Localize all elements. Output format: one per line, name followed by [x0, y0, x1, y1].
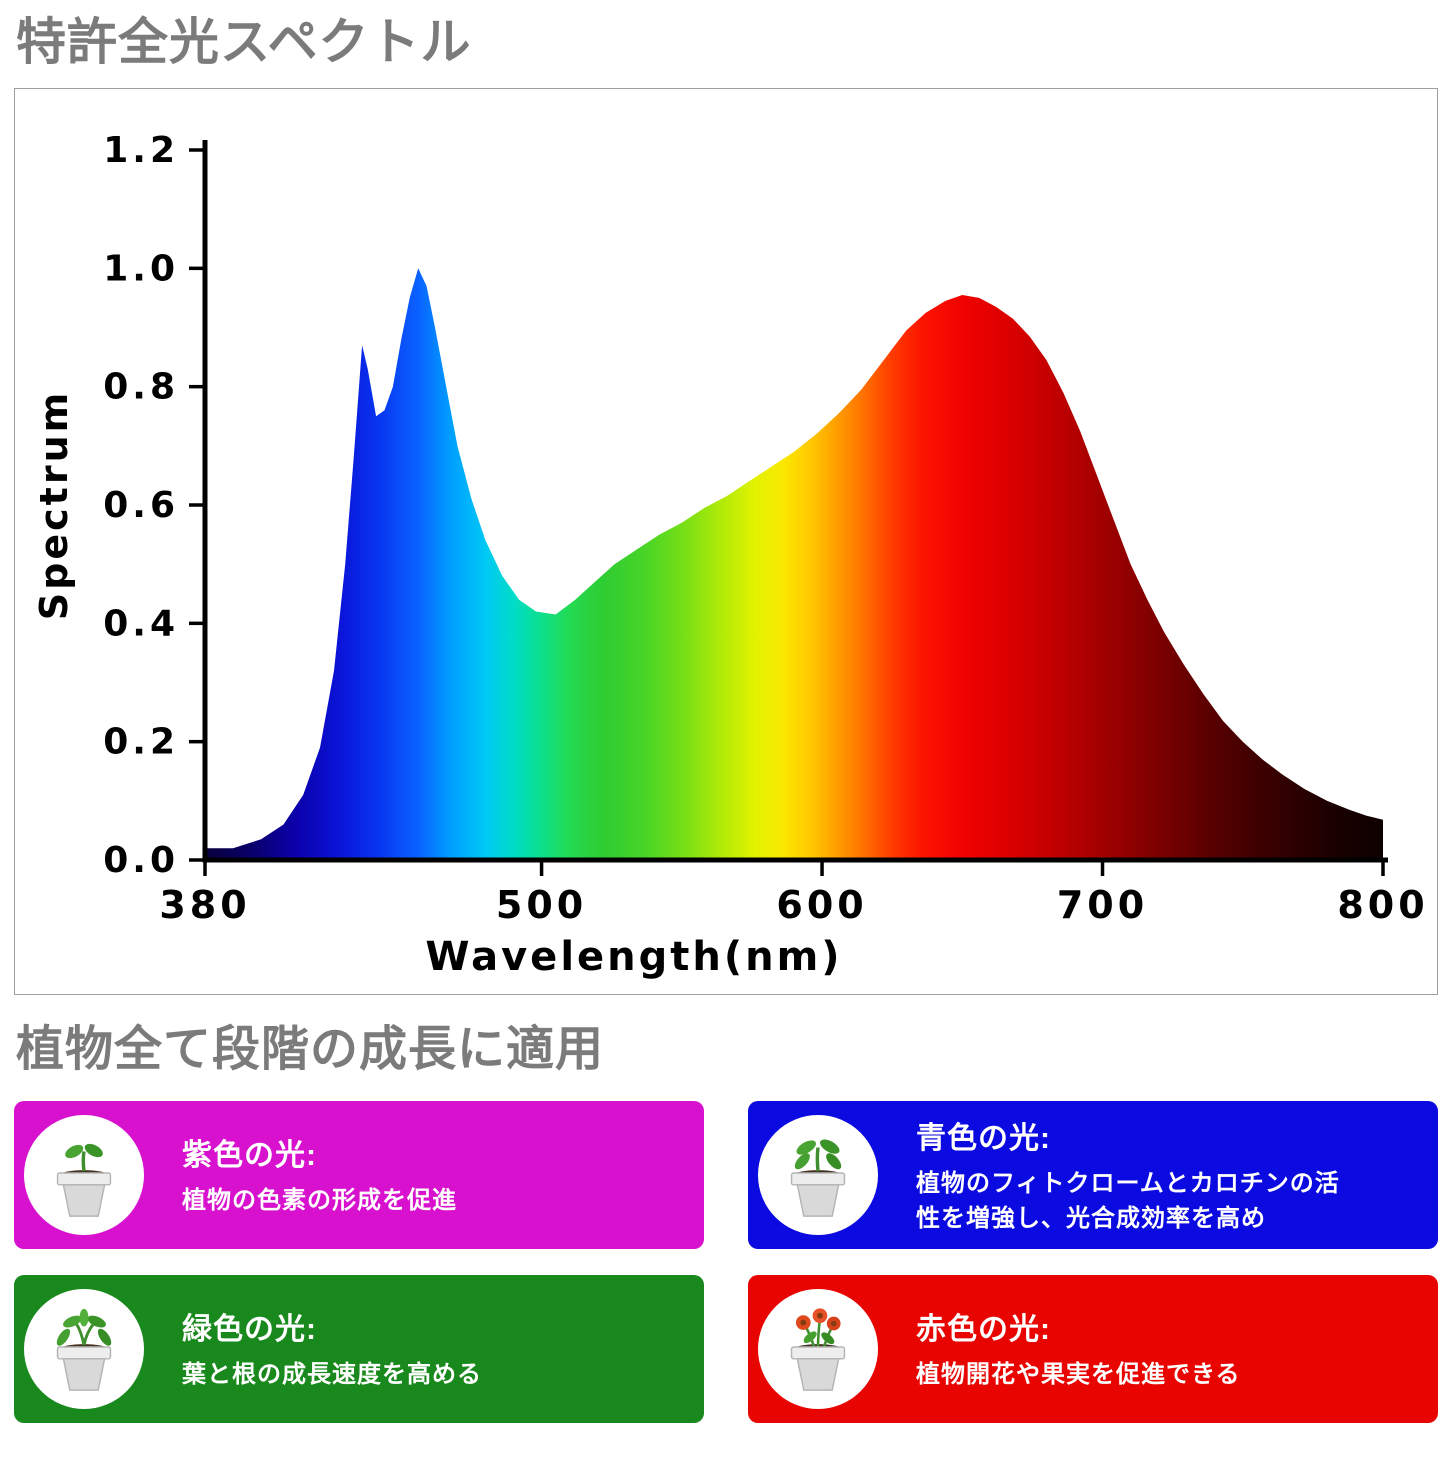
card-title: 紫色の光: [182, 1139, 317, 1173]
spectrum-chart-panel: 0.0 0.2 0.4 0.6 0.8 1.0 1.2 380 500 600 700 800 Wave… [14, 88, 1438, 995]
plant-pot-photo [24, 1288, 144, 1409]
leafy-plant-pot-icon [790, 1139, 846, 1217]
viny-plant-pot-icon [56, 1308, 112, 1391]
spectrum-area [205, 268, 1383, 860]
y-tick-label: 0.0 [103, 840, 179, 881]
card-green-light: 緑色の光: 葉と根の成長速度を高める [14, 1274, 704, 1423]
plant-pot-photo [24, 1114, 144, 1235]
card-description: 植物の色素の形成を促進 [182, 1187, 457, 1215]
plant-pot-photo [758, 1288, 878, 1409]
card-text: 紫色の光: 植物の色素の形成を促進 [182, 1130, 457, 1219]
card-text: 青色の光: 植物のフィトクロームとカロチンの活性を増強し、光合成効率を高め [916, 1113, 1356, 1237]
card-title: 緑色の光: [182, 1313, 317, 1347]
page: 特許全光スペクトル 0.0 0.2 0.4 0.6 0.8 1.0 1.2 380 500 600… [14, 14, 1438, 1423]
card-text: 赤色の光: 植物開花や果実を促進できる [916, 1304, 1241, 1393]
x-tick-label: 500 [496, 883, 587, 927]
card-title: 青色の光: [916, 1121, 1051, 1155]
x-tick-label: 380 [159, 883, 250, 927]
y-tick-label: 0.6 [103, 485, 179, 526]
card-red-light: 赤色の光: 植物開花や果実を促進できる [748, 1274, 1438, 1423]
y-tick-label: 1.2 [103, 130, 179, 171]
section-title: 植物全て段階の成長に適用 [16, 1023, 605, 1076]
card-purple-light: 紫色の光: 植物の色素の形成を促進 [14, 1100, 704, 1249]
y-axis-label: Spectrum [32, 390, 76, 620]
x-axis-label: Wavelength(nm) [425, 934, 842, 980]
plant-pot-photo [758, 1114, 878, 1235]
flower-pot-icon [790, 1307, 846, 1391]
page-title: 特許全光スペクトル [16, 14, 472, 70]
x-tick-label: 600 [776, 883, 867, 927]
y-tick-label: 0.4 [103, 603, 179, 644]
card-title: 赤色の光: [916, 1313, 1051, 1347]
card-description: 植物開花や果実を促進できる [916, 1361, 1241, 1389]
light-cards-grid: 紫色の光: 植物の色素の形成を促進 青色の光: 植物のフィトク [14, 1100, 1438, 1423]
card-description: 葉と根の成長速度を高める [182, 1361, 482, 1389]
y-tick-label: 0.8 [103, 367, 179, 408]
seedling-pot-icon [56, 1143, 112, 1217]
card-description: 植物のフィトクロームとカロチンの活性を増強し、光合成効率を高め [916, 1169, 1340, 1232]
card-text: 緑色の光: 葉と根の成長速度を高める [182, 1304, 482, 1393]
y-tick-label: 0.2 [103, 722, 179, 763]
spectrum-chart: 0.0 0.2 0.4 0.6 0.8 1.0 1.2 380 500 600 700 800 Wave… [32, 130, 1428, 980]
x-tick-label: 700 [1057, 883, 1148, 927]
card-blue-light: 青色の光: 植物のフィトクロームとカロチンの活性を増強し、光合成効率を高め [748, 1100, 1438, 1249]
x-tick-label: 800 [1337, 883, 1428, 927]
y-tick-label: 1.0 [103, 248, 179, 289]
